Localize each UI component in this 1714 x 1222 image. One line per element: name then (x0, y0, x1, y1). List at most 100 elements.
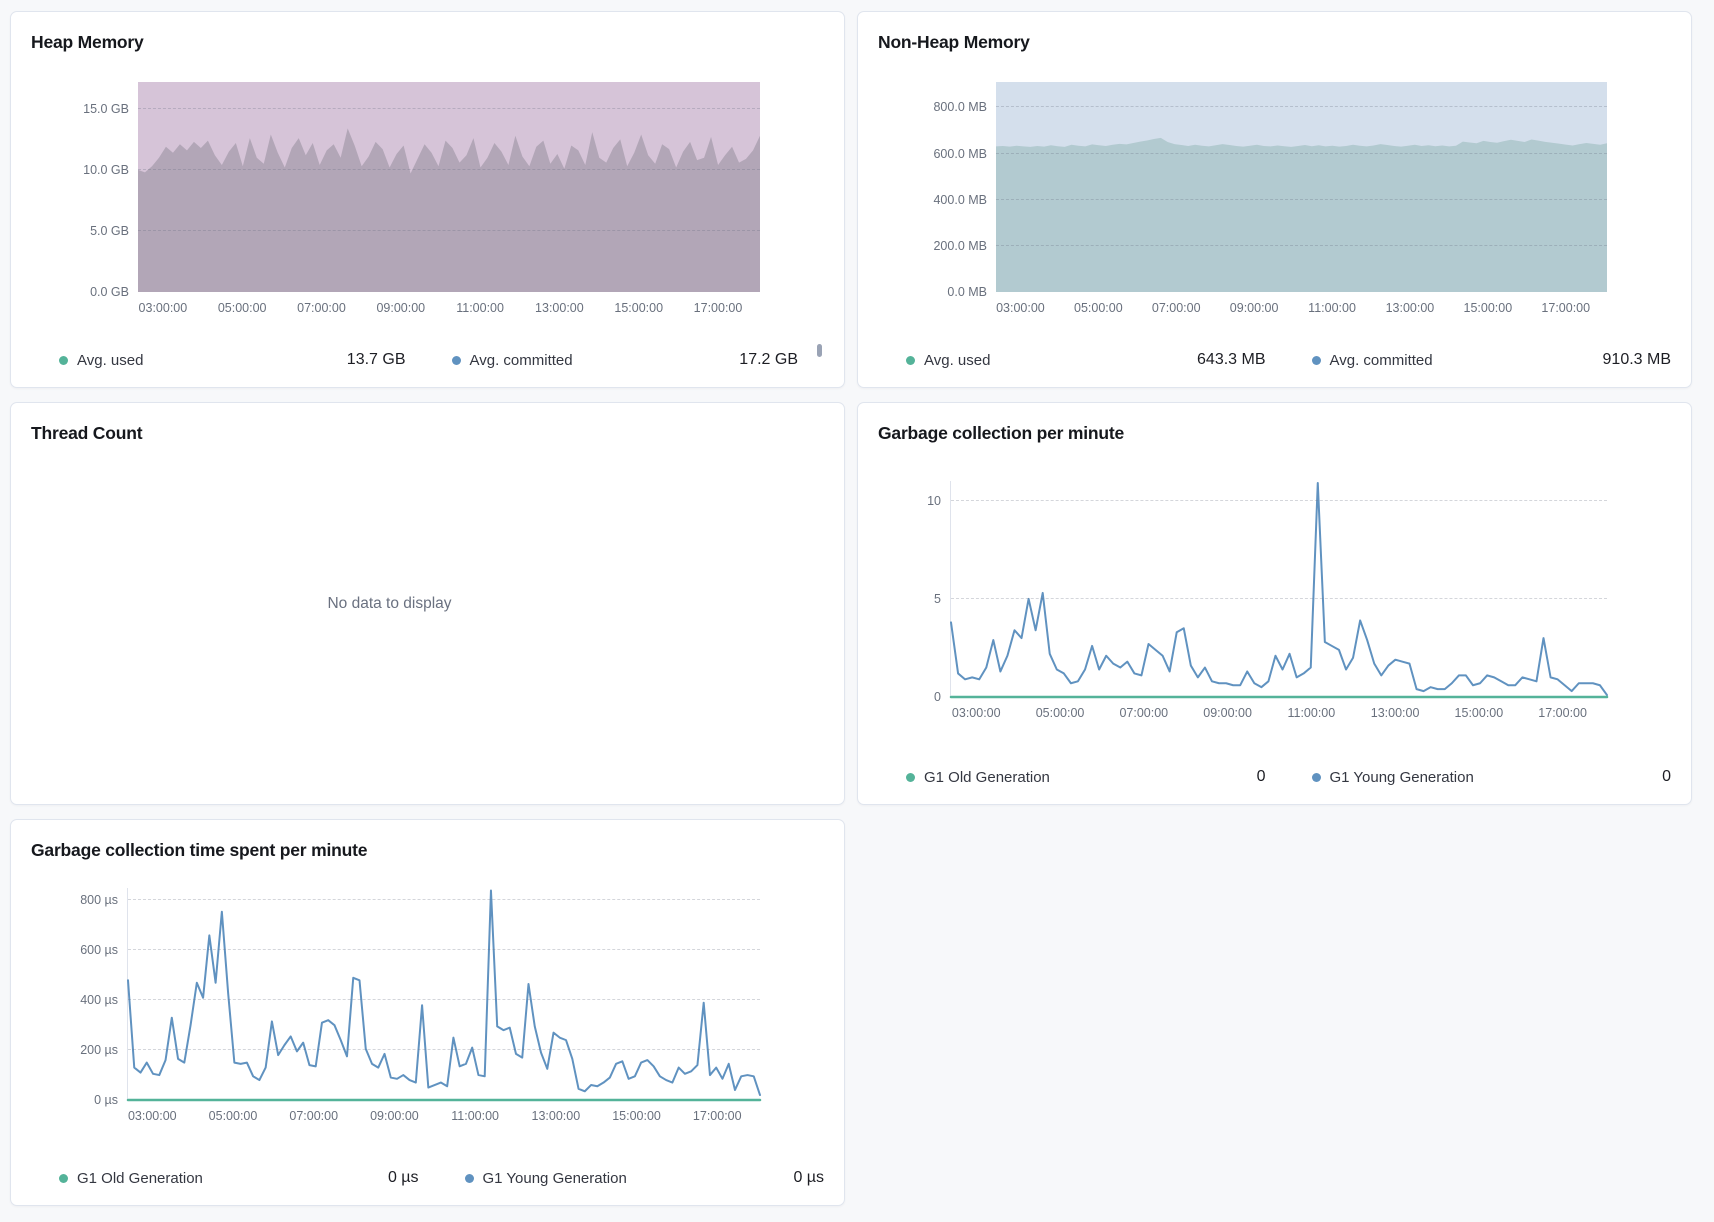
legend-item-avg-committed[interactable]: Avg. committed 910.3 MB (1311, 351, 1671, 369)
legend-dot-green (59, 1173, 68, 1183)
y-tick-label: 10 (927, 493, 941, 508)
non-heap-memory-plot-area[interactable] (996, 82, 1607, 292)
x-tick-label: 07:00:00 (1151, 301, 1201, 315)
non-heap-memory-legend: Avg. used 643.3 MB Avg. committed 910.3 … (906, 347, 1671, 373)
panel-title-thread-count: Thread Count (31, 423, 143, 443)
x-tick-label: 17:00:00 (1541, 301, 1591, 315)
legend-dot-blue (1311, 355, 1321, 365)
y-tick-label: 5 (934, 591, 941, 606)
x-tick-label: 17:00:00 (1538, 706, 1587, 720)
legend-value: 910.3 MB (1602, 351, 1671, 368)
panel-thread-count: Thread Count No data to display (10, 402, 845, 805)
y-tick-label: 400 µs (80, 993, 118, 1008)
legend-dot-green (59, 355, 68, 365)
x-tick-label: 13:00:00 (535, 301, 584, 315)
legend-label: G1 Young Generation (1329, 768, 1474, 786)
legend-value: 643.3 MB (1197, 351, 1266, 368)
gc-per-minute-legend: G1 Old Generation 0 G1 Young Generation … (906, 764, 1671, 790)
y-tick-label: 600.0 MB (933, 146, 987, 161)
spacer (878, 318, 1671, 347)
x-tick-label: 07:00:00 (297, 301, 346, 315)
heap-memory-plot-area[interactable] (138, 82, 760, 292)
legend-item-g1-young-generation[interactable]: G1 Young Generation 0 µs (464, 1169, 824, 1187)
legend-item-g1-old-generation[interactable]: G1 Old Generation 0 µs (59, 1169, 419, 1187)
legend-label: Avg. used (77, 351, 144, 369)
x-tick-label: 13:00:00 (1385, 301, 1435, 315)
legend-dot-green (906, 772, 915, 782)
x-tick-label: 11:00:00 (451, 1109, 500, 1123)
chart-svg (996, 82, 1607, 292)
heap-memory-legend: Avg. used 13.7 GB Avg. committed 17.2 GB (59, 344, 824, 373)
legend-item-g1-old-generation[interactable]: G1 Old Generation 0 (906, 768, 1266, 786)
x-axis-labels: 03:00:00 05:00:00 07:00:00 09:00:00 11:00:00… (996, 292, 1607, 318)
legend-value: 0 (1662, 768, 1671, 785)
x-tick-label: 15:00:00 (614, 301, 664, 315)
x-tick-label: 03:00:00 (996, 301, 1045, 315)
y-tick-label: 0 (934, 690, 941, 704)
x-tick-label: 09:00:00 (1229, 301, 1279, 315)
panel-title-heap-memory: Heap Memory (31, 32, 144, 52)
panel-title-non-heap-memory: Non-Heap Memory (878, 32, 1030, 52)
gc-time-per-minute-plot-area[interactable] (127, 888, 760, 1100)
legend-value: 0 µs (793, 1169, 824, 1186)
chart-svg (138, 82, 760, 292)
legend-label: G1 Old Generation (77, 1169, 203, 1187)
legend-label: Avg. committed (469, 351, 573, 369)
x-tick-label: 15:00:00 (1454, 706, 1504, 720)
y-tick-label: 200.0 MB (933, 238, 987, 253)
legend-item-g1-young-generation[interactable]: G1 Young Generation 0 (1311, 768, 1671, 786)
legend-dot-blue (464, 1173, 474, 1183)
x-tick-label: 17:00:00 (692, 1109, 742, 1123)
legend-dot-green (906, 355, 915, 365)
legend-label: G1 Young Generation (482, 1169, 627, 1187)
panel-title-gc-per-minute: Garbage collection per minute (878, 423, 1125, 443)
legend-value: 13.7 GB (346, 351, 406, 368)
x-axis-labels: 03:00:00 05:00:00 07:00:00 09:00:00 11:00:00… (950, 697, 1607, 723)
no-data-message: No data to display (327, 594, 452, 612)
x-tick-label: 15:00:00 (1463, 301, 1513, 315)
y-tick-label: 15.0 GB (83, 101, 129, 116)
y-tick-label: 800 µs (80, 893, 118, 908)
x-axis-labels: 03:00:00 05:00:00 07:00:00 09:00:00 11:00:00… (138, 292, 760, 318)
legend-item-avg-used[interactable]: Avg. used 643.3 MB (906, 351, 1266, 369)
x-tick-label: 11:00:00 (1287, 706, 1336, 720)
x-tick-label: 09:00:00 (370, 1109, 419, 1123)
x-tick-label: 03:00:00 (138, 301, 188, 315)
x-tick-label: 11:00:00 (456, 301, 504, 315)
x-tick-label: 11:00:00 (1308, 301, 1356, 315)
legend-scrollbar[interactable] (817, 344, 822, 357)
gc-time-per-minute-legend: G1 Old Generation 0 µs G1 Young Generati… (59, 1165, 824, 1191)
y-axis-labels: 0.0 GB 5.0 GB 10.0 GB 15.0 GB (31, 82, 138, 299)
chart-svg (951, 481, 1607, 697)
panel-title-gc-time-per-minute: Garbage collection time spent per minute (31, 840, 368, 860)
x-tick-label: 05:00:00 (1035, 706, 1085, 720)
empty-chart-area: No data to display (31, 445, 824, 790)
gc-per-minute-chart: 0 5 10 (878, 481, 1671, 704)
legend-label: Avg. committed (1329, 351, 1433, 369)
y-tick-label: 400.0 MB (933, 192, 987, 207)
spacer (31, 318, 824, 347)
legend-item-avg-committed[interactable]: Avg. committed 17.2 GB (451, 351, 798, 369)
y-axis-labels: 0 µs 200 µs 400 µs 600 µs 800 µs (31, 888, 127, 1107)
gc-time-per-minute-chart: 0 µs 200 µs 400 µs 600 µs 800 µs (31, 888, 824, 1107)
y-tick-label: 0.0 GB (90, 285, 129, 299)
legend-dot-blue (1311, 772, 1321, 782)
y-tick-label: 0.0 MB (947, 285, 987, 299)
x-tick-label: 13:00:00 (531, 1109, 581, 1123)
x-tick-label: 05:00:00 (217, 301, 267, 315)
gc-per-minute-plot-area[interactable] (950, 481, 1607, 697)
panel-non-heap-memory: Non-Heap Memory 0.0 MB 200.0 MB 400.0 MB 60… (857, 11, 1692, 388)
x-tick-label: 15:00:00 (612, 1109, 661, 1123)
x-axis-labels: 03:00:00 05:00:00 07:00:00 09:00:00 11:00:00… (127, 1100, 760, 1126)
x-tick-label: 09:00:00 (1203, 706, 1252, 720)
x-tick-label: 05:00:00 (208, 1109, 258, 1123)
x-tick-label: 03:00:00 (951, 706, 1001, 720)
y-tick-label: 800.0 MB (933, 100, 987, 115)
legend-label: G1 Old Generation (924, 768, 1050, 786)
panel-heap-memory: Heap Memory 0.0 GB 5.0 GB 10.0 GB 15.0 GB 0… (10, 11, 845, 388)
legend-item-avg-used[interactable]: Avg. used 13.7 GB (59, 351, 406, 369)
legend-value: 17.2 GB (739, 351, 798, 368)
y-tick-label: 5.0 GB (90, 223, 129, 238)
spacer (878, 723, 1671, 764)
